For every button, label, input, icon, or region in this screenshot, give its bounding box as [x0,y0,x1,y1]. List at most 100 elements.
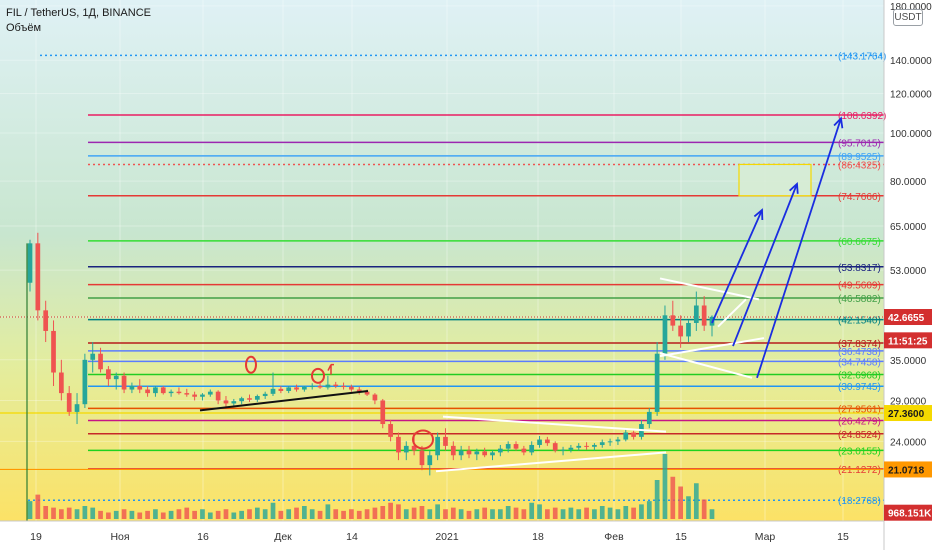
candle-body [215,391,221,401]
candle-body [646,411,652,425]
volume-bar [693,483,699,519]
volume-bar [403,509,409,519]
volume-bar [66,507,72,519]
candle-body [74,404,80,412]
level-label: (30.9745) [838,382,881,393]
candle-body [90,353,96,360]
candle-body [686,322,691,337]
volume-bar [35,494,41,519]
level-label: (18.2768) [838,496,881,507]
price-tick-label: 24.0000 [890,437,927,448]
candle-body [231,401,237,404]
annotation-mark [327,363,334,375]
annotation-circle [245,355,257,374]
price-tick-label: 53.0000 [890,266,927,277]
volume-bar [607,507,613,519]
volume-bar [654,480,660,519]
volume-bar [121,509,127,519]
candle-body [121,375,127,390]
volume-bar [200,509,205,519]
volume-bar [388,502,393,519]
plot-background [0,0,884,521]
volume-bar [43,506,49,519]
price-tick-label: 100.0000 [890,129,932,140]
candle-body [427,455,433,466]
volume-bar [576,509,582,519]
candle-body [458,450,464,456]
candle-body [623,432,629,440]
target-zone [738,163,812,197]
level-label: (23.0155) [838,446,881,457]
level-label: (32.6968) [838,371,881,382]
price-badge [884,504,932,521]
candle-body [98,353,103,370]
volume-bar [592,509,597,519]
volume-bar [349,509,354,519]
level-label: (53.8317) [838,263,881,274]
level-label: (95.7015) [838,138,881,149]
candle-body [599,442,605,445]
volume-bar [537,504,542,519]
candle-body [325,384,331,388]
candle-body [443,436,448,446]
volume-bar [529,502,535,519]
currency-button[interactable]: USDT [893,9,923,26]
level-label: (36.4738) [838,347,881,358]
price-tick-label: 65.0000 [890,222,927,233]
candle-body [129,386,135,390]
price-tick-label: 29.0000 [890,396,927,407]
time-tick-label: 15 [837,531,849,543]
candle-body [153,387,158,394]
level-label: (24.8524) [838,430,881,441]
pennant-bottom-line [659,352,753,379]
candle-body [466,450,472,455]
candle-body [545,439,550,444]
candle-body [43,310,49,331]
arrow-head [833,116,844,129]
volume-bar [302,506,307,519]
symbol-title[interactable]: FIL / TetherUS, 1Д, BINANCE [6,7,151,19]
volume-bar [270,502,276,519]
candle-body [388,424,393,437]
volume-bar [560,509,566,519]
volume-bar [396,504,401,519]
time-tick-label: Фев [604,531,624,543]
candle-body [247,398,252,400]
volume-bar [521,509,527,519]
level-label: (86.4325) [838,160,881,171]
volume-indicator-label[interactable]: Объём [6,22,42,34]
candle-body [513,444,519,449]
volume-bar [160,512,166,519]
volume-bar [380,506,386,519]
volume-bar [458,509,464,519]
candle-body [576,445,582,448]
annotation-circle [412,429,434,450]
volume-bar [184,507,190,519]
volume-bar [74,509,80,519]
trendline-black [199,389,369,412]
volume-bar [59,509,64,519]
volume-bar [450,507,456,519]
volume-bar [239,510,245,519]
candle-body [552,443,558,451]
volume-bar [584,507,589,519]
volume-bar [145,510,150,519]
pennant-lower-line [659,337,765,358]
volume-bar [51,507,56,519]
price-tick-label: 35.0000 [890,356,927,367]
volume-bar [505,506,511,519]
time-tick-label: Мар [755,531,776,543]
level-label: (21.1272) [838,465,881,476]
level-label: (49.5609) [838,281,881,292]
price-badge-label: 21.0718 [888,465,925,476]
volume-bar [631,507,636,519]
candle-body [419,450,425,466]
volume-bar [709,509,715,519]
candle-body [678,325,683,337]
candle-body [137,386,143,390]
volume-bar [356,510,362,519]
candle-body [27,243,33,283]
volume-bar [153,509,158,519]
volume-bar [646,501,652,519]
